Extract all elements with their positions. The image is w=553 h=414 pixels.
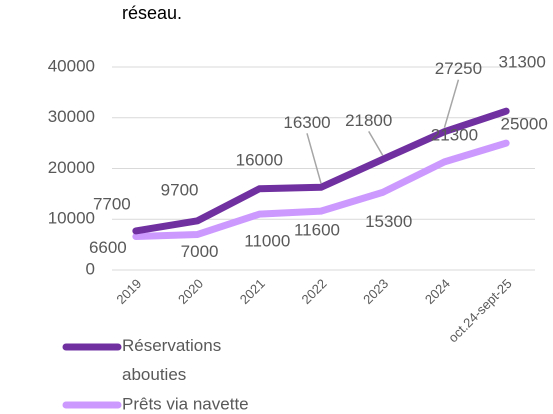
y-tick-label: 10000 <box>48 209 95 228</box>
legend-label: Prêts via navette <box>122 394 249 413</box>
x-tick-label: 2020 <box>175 276 206 307</box>
data-label: 21800 <box>345 111 392 130</box>
data-label: 6600 <box>89 238 127 257</box>
data-label: 7000 <box>181 242 219 261</box>
x-tick-label: 2024 <box>422 276 453 307</box>
chart-title: réseau. <box>122 3 182 23</box>
data-label: 16000 <box>236 150 283 169</box>
leader-line <box>443 79 460 128</box>
data-label: 11000 <box>244 232 290 251</box>
y-tick-label: 40000 <box>48 56 95 75</box>
series-line <box>132 139 510 241</box>
leader-line <box>368 130 384 156</box>
data-label: 31300 <box>499 53 546 72</box>
data-label: 7700 <box>93 194 131 213</box>
data-label: 15300 <box>365 212 412 231</box>
data-label: 16300 <box>283 113 330 132</box>
x-tick-label: oct.24-sept-25 <box>445 276 514 345</box>
legend-label: Réservations abouties <box>122 336 221 384</box>
leader-line <box>306 133 322 184</box>
x-tick-label: 2021 <box>237 276 268 307</box>
x-tick-label: 2022 <box>298 276 329 307</box>
data-label: 11600 <box>294 221 340 240</box>
x-tick-label: 2019 <box>113 276 144 307</box>
data-label: 25000 <box>501 115 548 134</box>
data-label: 27250 <box>435 59 482 78</box>
data-label: 9700 <box>161 180 199 199</box>
y-tick-label: 0 <box>86 259 95 278</box>
series-line <box>132 107 510 235</box>
data-label: 21300 <box>431 125 478 144</box>
y-tick-label: 20000 <box>48 158 95 177</box>
x-tick-label: 2023 <box>360 276 391 307</box>
y-tick-label: 30000 <box>48 107 95 126</box>
